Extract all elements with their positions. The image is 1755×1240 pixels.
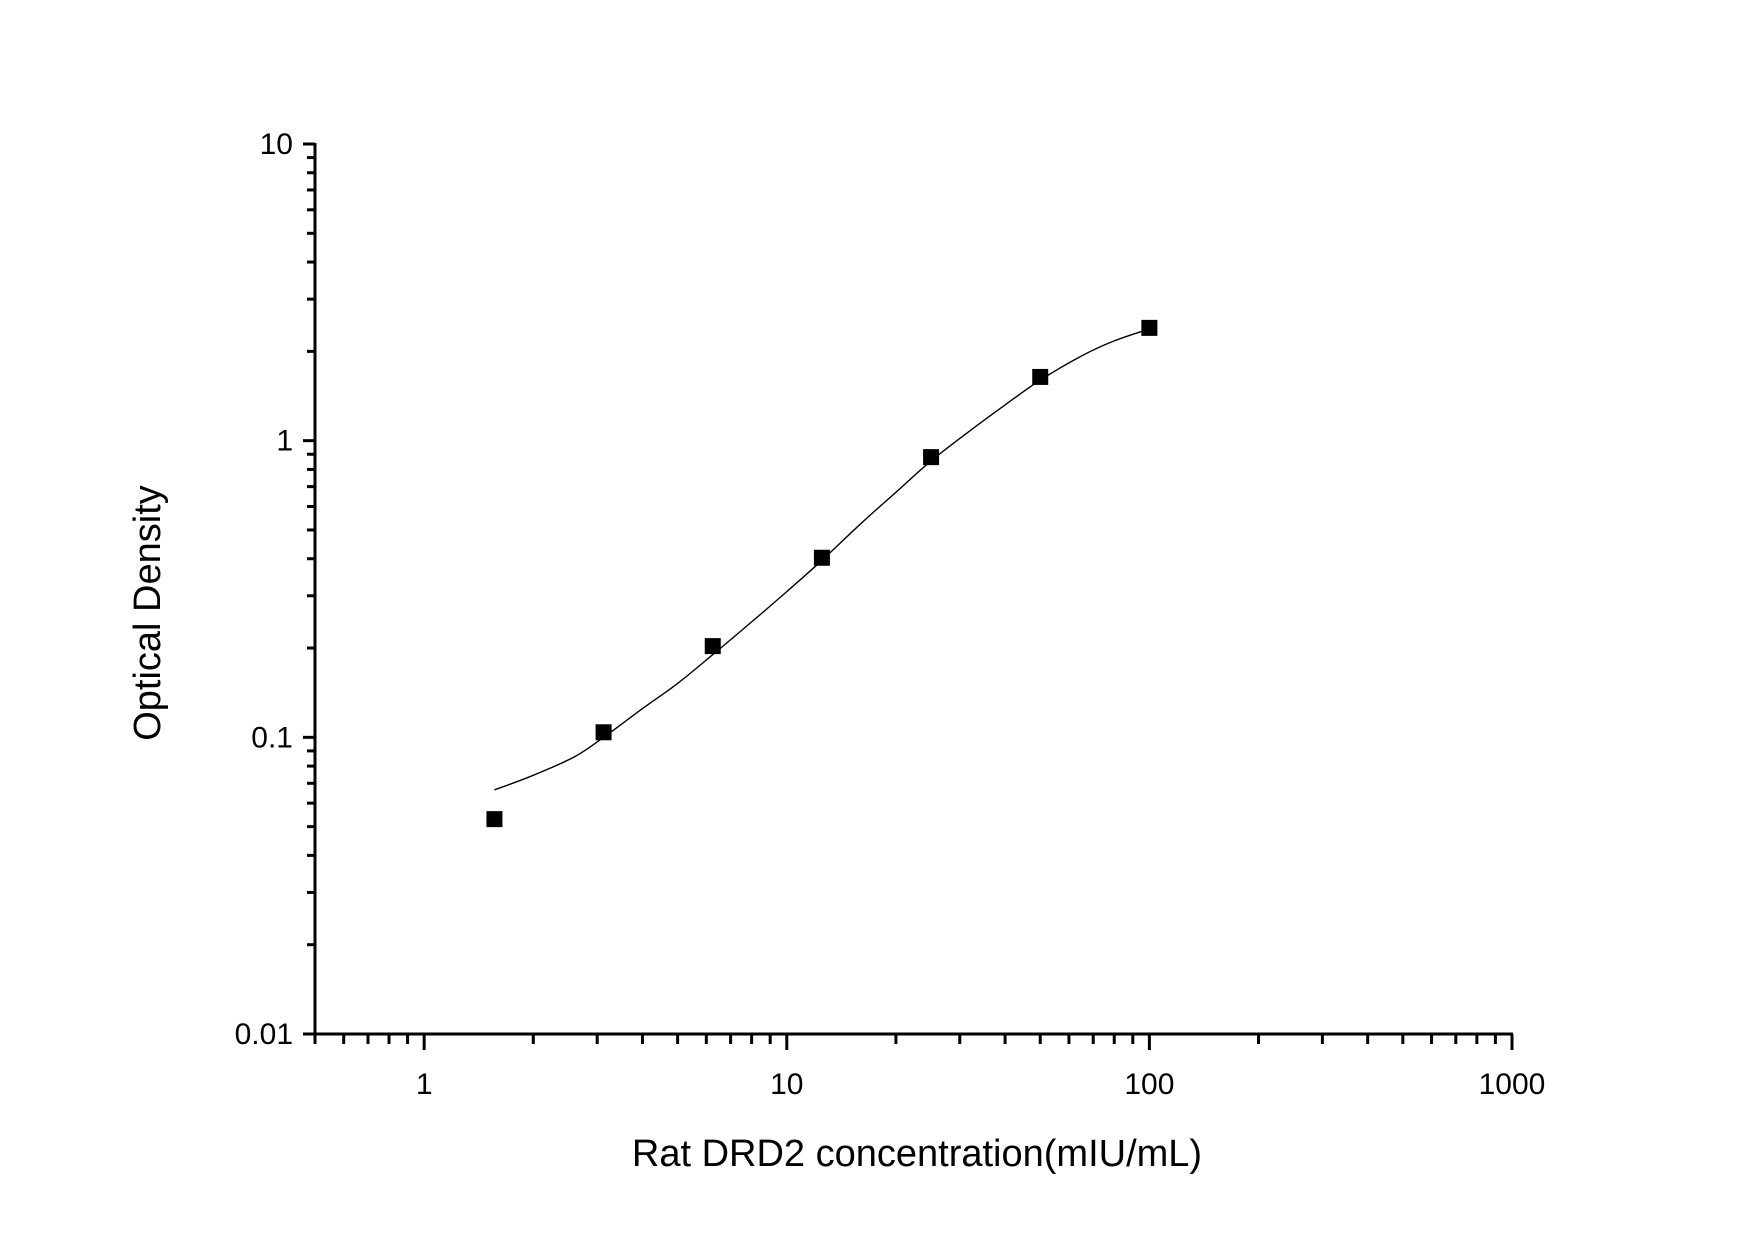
y-axis-ticks: 0.01 0.1 1 10: [235, 128, 315, 1051]
data-point-marker: [923, 449, 940, 466]
data-point-marker: [813, 549, 830, 566]
x-tick-label: 100: [1124, 1068, 1174, 1101]
x-tick-label: 1: [416, 1068, 433, 1101]
x-tick-label: 1000: [1479, 1068, 1546, 1101]
y-axis-title: Optical Density: [127, 485, 169, 741]
data-point-marker: [704, 638, 721, 655]
y-tick-label: 1: [276, 425, 293, 458]
axes: 0.01 0.1 1 10 1 10 100 1000: [235, 128, 1546, 1101]
x-tick-label: 10: [770, 1068, 803, 1101]
data-point-marker: [486, 811, 503, 828]
y-tick-label: 10: [260, 128, 293, 161]
y-tick-label: 0.01: [235, 1018, 293, 1051]
data-point-marker: [1032, 368, 1049, 385]
y-tick-label: 0.1: [251, 721, 293, 754]
data-point-marker: [1141, 319, 1158, 336]
x-axis-ticks: 1 10 100 1000: [313, 1034, 1546, 1101]
x-axis-title: Rat DRD2 concentration(mIU/mL): [632, 1133, 1202, 1175]
data-point-marker: [595, 724, 612, 741]
plot-area: [486, 319, 1158, 828]
